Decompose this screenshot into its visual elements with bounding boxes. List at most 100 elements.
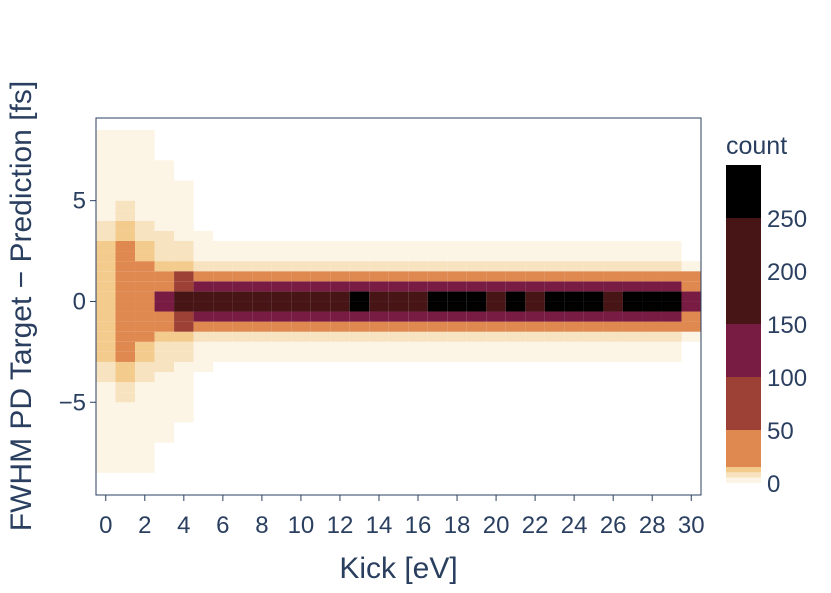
heatmap-cell xyxy=(661,261,682,272)
heatmap-cell xyxy=(213,240,233,252)
heatmap-cell xyxy=(96,180,116,191)
heatmap-cell xyxy=(349,251,370,262)
heatmap-cell xyxy=(583,251,604,262)
heatmap-cell xyxy=(310,281,331,292)
heatmap-cell xyxy=(681,271,701,282)
heatmap-cell xyxy=(232,341,253,352)
heatmap-cell xyxy=(115,170,136,181)
heatmap-cell xyxy=(96,210,116,221)
heatmap-cell xyxy=(564,351,584,362)
heatmap-cell xyxy=(603,351,623,362)
heatmap-cell xyxy=(544,271,565,282)
heatmap-cell xyxy=(310,351,331,362)
heatmap-cell xyxy=(174,240,194,252)
y-axis-label: FWHM PD Target − Prediction [fs] xyxy=(5,81,38,531)
heatmap-cell xyxy=(486,341,506,352)
heatmap-cell xyxy=(544,341,565,352)
heatmap-cell xyxy=(291,351,311,362)
heatmap-cell xyxy=(193,261,214,272)
heatmap-cell xyxy=(408,331,428,342)
heatmap-cell xyxy=(252,291,272,302)
heatmap-cell xyxy=(642,331,662,342)
heatmap-cell xyxy=(505,251,526,262)
heatmap-cell xyxy=(564,291,584,302)
heatmap-cell xyxy=(310,251,331,262)
heatmap-cell xyxy=(447,281,467,292)
heatmap-cell xyxy=(174,392,194,403)
heatmap-cell xyxy=(447,341,467,352)
heatmap-cell xyxy=(193,301,214,312)
heatmap-cell xyxy=(583,240,604,252)
heatmap-cell xyxy=(330,261,350,272)
heatmap-cell xyxy=(564,331,584,342)
heatmap-cell xyxy=(466,281,487,292)
heatmap-cell xyxy=(96,361,116,373)
heatmap-cell xyxy=(291,311,311,322)
heatmap-cell xyxy=(544,261,565,272)
heatmap-cell xyxy=(544,301,565,312)
heatmap-cell xyxy=(525,240,545,252)
heatmap-cell xyxy=(642,321,662,332)
heatmap-cell xyxy=(154,392,175,403)
heatmap-cell xyxy=(447,261,467,272)
heatmap-cell xyxy=(135,321,155,332)
heatmap-cell xyxy=(115,361,136,373)
heatmap-cell xyxy=(466,251,487,262)
heatmap-cell xyxy=(252,271,272,282)
heatmap-cells xyxy=(96,130,701,473)
heatmap-cell xyxy=(135,432,155,443)
heatmap-cell xyxy=(193,311,214,322)
heatmap-cell xyxy=(135,190,155,201)
heatmap-cell xyxy=(135,130,155,141)
heatmap-cell xyxy=(486,311,506,322)
heatmap-cell xyxy=(174,261,194,272)
heatmap-cell xyxy=(174,402,194,413)
heatmap-cell xyxy=(154,261,175,272)
heatmap-cell xyxy=(369,291,389,302)
heatmap-cell xyxy=(603,251,623,262)
heatmap-cell xyxy=(232,311,253,322)
heatmap-cell xyxy=(271,351,292,362)
heatmap-cell xyxy=(388,321,409,332)
heatmap-cell xyxy=(174,190,194,201)
heatmap-cell xyxy=(525,311,545,322)
colorbar-tick-label: 250 xyxy=(767,206,807,233)
heatmap-cell xyxy=(135,372,155,383)
heatmap-cell xyxy=(271,301,292,312)
heatmap-cell xyxy=(154,351,175,362)
heatmap-cell xyxy=(310,240,331,252)
heatmap-cell xyxy=(622,321,643,332)
heatmap-cell xyxy=(427,341,448,352)
plot-frame xyxy=(95,117,702,496)
heatmap-cell xyxy=(388,261,409,272)
heatmap-cell xyxy=(466,271,487,282)
heatmap-cell xyxy=(96,462,116,473)
heatmap-cell xyxy=(96,392,116,403)
colorbar-tick-label: 200 xyxy=(767,259,807,286)
heatmap-cell xyxy=(408,271,428,282)
heatmap-cell xyxy=(96,422,116,433)
heatmap-cell xyxy=(505,331,526,342)
heatmap-cell xyxy=(271,271,292,282)
heatmap-cell xyxy=(408,301,428,312)
heatmap-cell xyxy=(564,321,584,332)
heatmap-cell xyxy=(349,341,370,352)
heatmap-cell xyxy=(213,301,233,312)
heatmap-cell xyxy=(388,271,409,282)
heatmap-cell xyxy=(466,341,487,352)
heatmap-cell xyxy=(232,261,253,272)
heatmap-cell xyxy=(622,271,643,282)
heatmap-cell xyxy=(408,341,428,352)
x-tick-label: 22 xyxy=(522,512,549,539)
heatmap-cell xyxy=(447,311,467,322)
heatmap-cell xyxy=(427,351,448,362)
heatmap-cell xyxy=(135,452,155,463)
heatmap-cell xyxy=(486,281,506,292)
heatmap-cell xyxy=(408,351,428,362)
heatmap-cell xyxy=(193,281,214,292)
heatmap-cell xyxy=(525,331,545,342)
heatmap-cell xyxy=(544,311,565,322)
heatmap-cell xyxy=(115,452,136,463)
heatmap-cell xyxy=(115,140,136,151)
heatmap-cell xyxy=(96,281,116,292)
